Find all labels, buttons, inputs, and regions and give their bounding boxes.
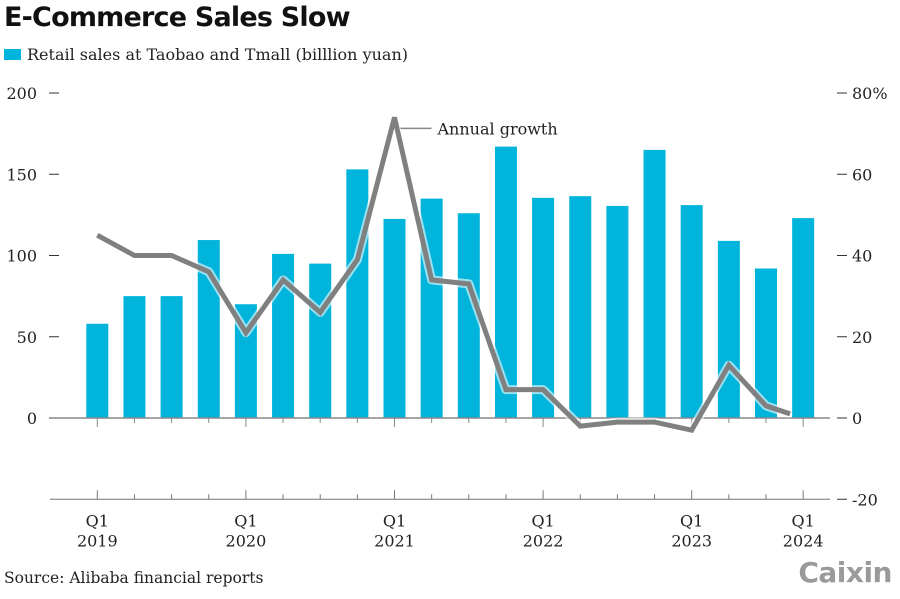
bar [123,296,146,418]
x-tick-label-quarter: Q1 [531,511,554,530]
right-axis-tick-label: 0 [852,409,862,428]
annotation-label: Annual growth [437,119,558,138]
bar [755,268,777,418]
x-tick-label-quarter: Q1 [234,511,257,530]
left-axis-tick-label: 50 [17,328,37,347]
bar [309,263,332,418]
bar [569,196,592,418]
bar [792,218,815,418]
bar [717,240,740,418]
bar [680,205,703,418]
source-note: Source: Alibaba financial reports [4,569,264,587]
x-tick-label-year: 2020 [226,531,267,550]
left-axis-tick-label: 0 [27,409,37,428]
legend: Retail sales at Taobao and Tmall (billli… [4,45,408,64]
growth-line [96,116,791,434]
right-axis-tick-label: 60 [852,165,872,184]
left-axis-tick-label: 150 [6,165,37,184]
caixin-logo: Caixin [798,556,892,589]
x-tick-label-year: 2022 [523,531,564,550]
bar [346,169,369,418]
bar [86,323,109,418]
x-tick-label-quarter: Q1 [383,511,406,530]
bar [383,218,406,418]
left-axis-tick-label: 200 [6,84,37,103]
x-tick-label-quarter: Q1 [792,511,815,530]
x-tick-label-quarter: Q1 [680,511,703,530]
right-axis-tick-label: -20 [852,490,878,509]
bar [606,205,629,418]
x-tick-label-year: 2023 [671,531,712,550]
legend-swatch [4,49,21,60]
left-axis-tick-label: 100 [6,247,37,266]
bar [494,146,517,418]
bar [160,296,183,418]
legend-label: Retail sales at Taobao and Tmall (billli… [27,45,408,64]
x-tick-label-year: 2024 [783,531,824,550]
bar [643,149,666,418]
right-axis-tick-label: 40 [852,247,872,266]
right-axis-tick-label: 80% [852,84,888,103]
x-tick-label-quarter: Q1 [86,511,109,530]
chart-title: E-Commerce Sales Slow [4,2,351,33]
bar [457,213,480,418]
x-tick-label-year: 2021 [374,531,415,550]
x-tick-label-year: 2019 [77,531,118,550]
bar [532,197,555,418]
right-axis-tick-label: 20 [852,328,872,347]
